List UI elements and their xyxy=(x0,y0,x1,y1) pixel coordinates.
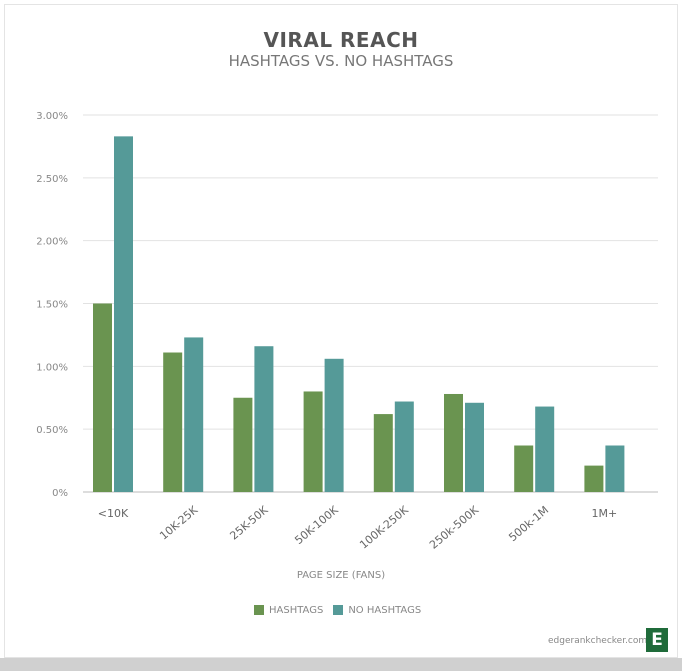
edgerank-logo: E xyxy=(646,628,668,652)
bar-no-hashtags xyxy=(535,406,555,492)
credit-link[interactable]: edgerankchecker.com xyxy=(548,636,648,646)
y-tick-label: 2.00% xyxy=(36,237,68,248)
chart-subtitle: HASHTAGS VS. NO HASHTAGS xyxy=(228,52,454,70)
bar-no-hashtags xyxy=(254,346,274,492)
x-tick-label: 25K-50K xyxy=(227,503,271,543)
legend-swatch xyxy=(333,605,344,615)
legend-item-hashtags: HASHTAGS xyxy=(254,605,323,616)
bar-hashtags xyxy=(163,352,183,492)
x-tick-label: 500k-1M xyxy=(506,503,551,544)
bar-hashtags xyxy=(444,393,463,492)
y-tick-label: 1.00% xyxy=(36,362,68,373)
legend-item-no-hashtags: NO HASHTAGS xyxy=(333,605,421,616)
bar-no-hashtags xyxy=(114,136,133,492)
y-tick-label: 1.50% xyxy=(36,300,68,311)
bar-hashtags xyxy=(93,303,112,492)
x-axis-label: PAGE SIZE (FANS) xyxy=(296,570,386,581)
legend-label: HASHTAGS xyxy=(269,605,324,616)
x-tick-label: 50K-100K xyxy=(292,503,341,547)
bar-no-hashtags xyxy=(184,337,204,492)
bar-hashtags xyxy=(514,445,534,492)
legend: HASHTAGS NO HASHTAGS xyxy=(254,605,421,616)
x-tick-label: 100K-250K xyxy=(357,503,411,552)
bottom-bar xyxy=(0,658,682,671)
legend-swatch xyxy=(254,605,264,615)
y-tick-label: 2.50% xyxy=(36,174,68,185)
x-tick-label: 1M+ xyxy=(592,507,618,520)
x-tick-label: 10K-25K xyxy=(157,503,201,543)
bar-no-hashtags xyxy=(465,402,484,492)
bar-hashtags xyxy=(303,391,323,492)
bar-no-hashtags xyxy=(324,358,344,492)
bar-no-hashtags xyxy=(605,445,625,492)
legend-label: NO HASHTAGS xyxy=(348,605,422,616)
y-tick-label: 3.00% xyxy=(36,111,68,122)
bar-hashtags xyxy=(233,397,253,492)
y-tick-label: 0.50% xyxy=(36,425,68,436)
bar-hashtags xyxy=(584,465,604,492)
chart-title: VIRAL REACH xyxy=(263,28,419,52)
bar-no-hashtags xyxy=(394,401,414,492)
y-tick-label: 0% xyxy=(52,488,68,499)
x-tick-label: <10K xyxy=(98,507,129,520)
bar-hashtags xyxy=(373,414,393,492)
x-tick-label: 250k-500K xyxy=(427,503,482,552)
